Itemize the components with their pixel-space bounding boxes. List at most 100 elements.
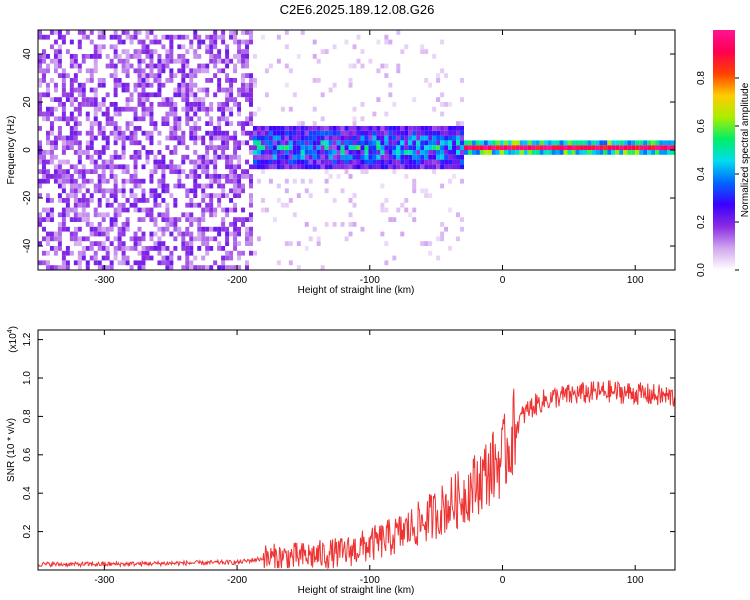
spectrogram-cell [137, 260, 142, 266]
spectrogram-cell [141, 58, 146, 64]
spectrogram-cell [113, 121, 118, 126]
spectrogram-cell [81, 193, 86, 198]
spectrogram-cell [348, 231, 353, 237]
spectrogram-cell [249, 111, 253, 117]
spectrogram-cell [113, 34, 118, 40]
spectrogram-cell [97, 226, 102, 232]
spectrogram-cell [185, 226, 190, 232]
spectrogram-cell [432, 154, 437, 160]
spectrogram-cell [539, 145, 544, 150]
spectrogram-cell [69, 92, 74, 98]
spectrogram-cell [308, 126, 313, 131]
spectrogram-cell [440, 222, 445, 227]
spectrogram-cell [292, 154, 297, 160]
spectrogram-cell [38, 183, 42, 189]
spectrogram-cell [145, 49, 150, 54]
spectrogram-cell [125, 135, 130, 141]
spectrogram-cell [45, 236, 50, 242]
spectrogram-cell [324, 49, 329, 54]
chart-title: C2E6.2025.189.12.08.G26 [280, 2, 435, 17]
spectrogram-cell [97, 78, 102, 83]
spectrogram-cell [448, 102, 453, 107]
spectrogram-cell [292, 92, 297, 98]
spectrogram-cell [444, 164, 449, 170]
spectrogram-cell [376, 126, 381, 131]
spectrogram-cell [392, 164, 397, 170]
spectrogram-cell [221, 87, 226, 93]
spectrogram-cell [225, 145, 230, 150]
spectrogram-cell [41, 260, 46, 266]
spectrogram-cell [45, 150, 50, 155]
spectrogram-cell [348, 212, 353, 218]
spectrogram-cell [651, 145, 656, 150]
spectrogram-cell [61, 82, 66, 88]
spectrogram-cell [197, 116, 202, 122]
spectrogram-cell [117, 39, 122, 45]
spectrogram-cell [352, 130, 357, 136]
spectrogram-cell [237, 140, 242, 146]
spectrogram-cell [332, 135, 337, 141]
spectrogram-cell [256, 140, 261, 146]
spectrogram-cell [109, 188, 114, 194]
spectrogram-cell [169, 222, 174, 227]
spectrogram-cell [201, 193, 206, 198]
spectrogram-cell [85, 246, 90, 251]
x-tick-label: -300 [94, 575, 114, 586]
spectrogram-cell [229, 34, 234, 40]
spectrogram-cell [280, 140, 285, 146]
spectrogram-cell [193, 150, 198, 155]
spectrogram-cell [237, 231, 242, 237]
spectrogram-cell [404, 145, 409, 150]
spectrogram-cell [256, 159, 261, 165]
spectrogram-cell [49, 44, 54, 50]
spectrogram-cell [53, 140, 58, 146]
spectrogram-cell [237, 193, 242, 198]
spectrogram-cell [41, 54, 46, 59]
spectrogram-cell [217, 174, 222, 179]
spectrogram-cell [432, 126, 437, 131]
spectrogram-cell [360, 102, 365, 107]
spectrogram-cell [161, 260, 166, 266]
spectrogram-cell [121, 130, 126, 136]
spectrogram-cell [89, 135, 94, 141]
spectrogram-cell [153, 159, 158, 165]
spectrogram-cell [73, 207, 78, 213]
spectrogram-cell [65, 30, 70, 35]
spectrogram-cell [157, 92, 162, 98]
spectrogram-cell [380, 202, 385, 208]
spectrogram-cell [460, 159, 464, 165]
spectrogram-cell [404, 44, 409, 50]
spectrogram-cell [193, 188, 198, 194]
spectrogram-cell [161, 159, 166, 165]
spectrogram-cell [101, 82, 106, 88]
spectrogram-cell [420, 188, 425, 194]
spectrogram-cell [105, 236, 110, 242]
spectrogram-cell [332, 150, 337, 155]
spectrogram-cell [125, 54, 130, 59]
spectrogram-cell [296, 54, 301, 59]
spectrogram-cell [567, 150, 572, 155]
spectrogram-cell [69, 231, 74, 237]
spectrogram-cell [177, 116, 182, 122]
spectrogram-cell [348, 154, 353, 160]
spectrogram-cell [245, 174, 250, 179]
spectrogram-cell [400, 140, 405, 146]
spectrogram-cell [121, 260, 126, 266]
spectrogram-cell [213, 154, 218, 160]
spectrogram-cell [121, 63, 126, 69]
spectrogram-cell [213, 260, 218, 266]
spectrogram-cell [169, 126, 174, 131]
spectrogram-cell [444, 150, 449, 155]
spectrogram-cell [217, 54, 222, 59]
spectrogram-cell [288, 260, 293, 266]
spectrogram-cell [153, 154, 158, 160]
spectrogram-cell [388, 39, 393, 45]
spectrogram-cell [237, 183, 242, 189]
spectrogram-cell [145, 97, 150, 102]
spectrogram-cell [137, 68, 142, 74]
spectrogram-cell [141, 193, 146, 198]
spectrogram-cell [213, 169, 218, 174]
spectrogram-cell [217, 246, 222, 251]
spectrogram-cell [45, 174, 50, 179]
spectrogram-cell [217, 121, 222, 126]
